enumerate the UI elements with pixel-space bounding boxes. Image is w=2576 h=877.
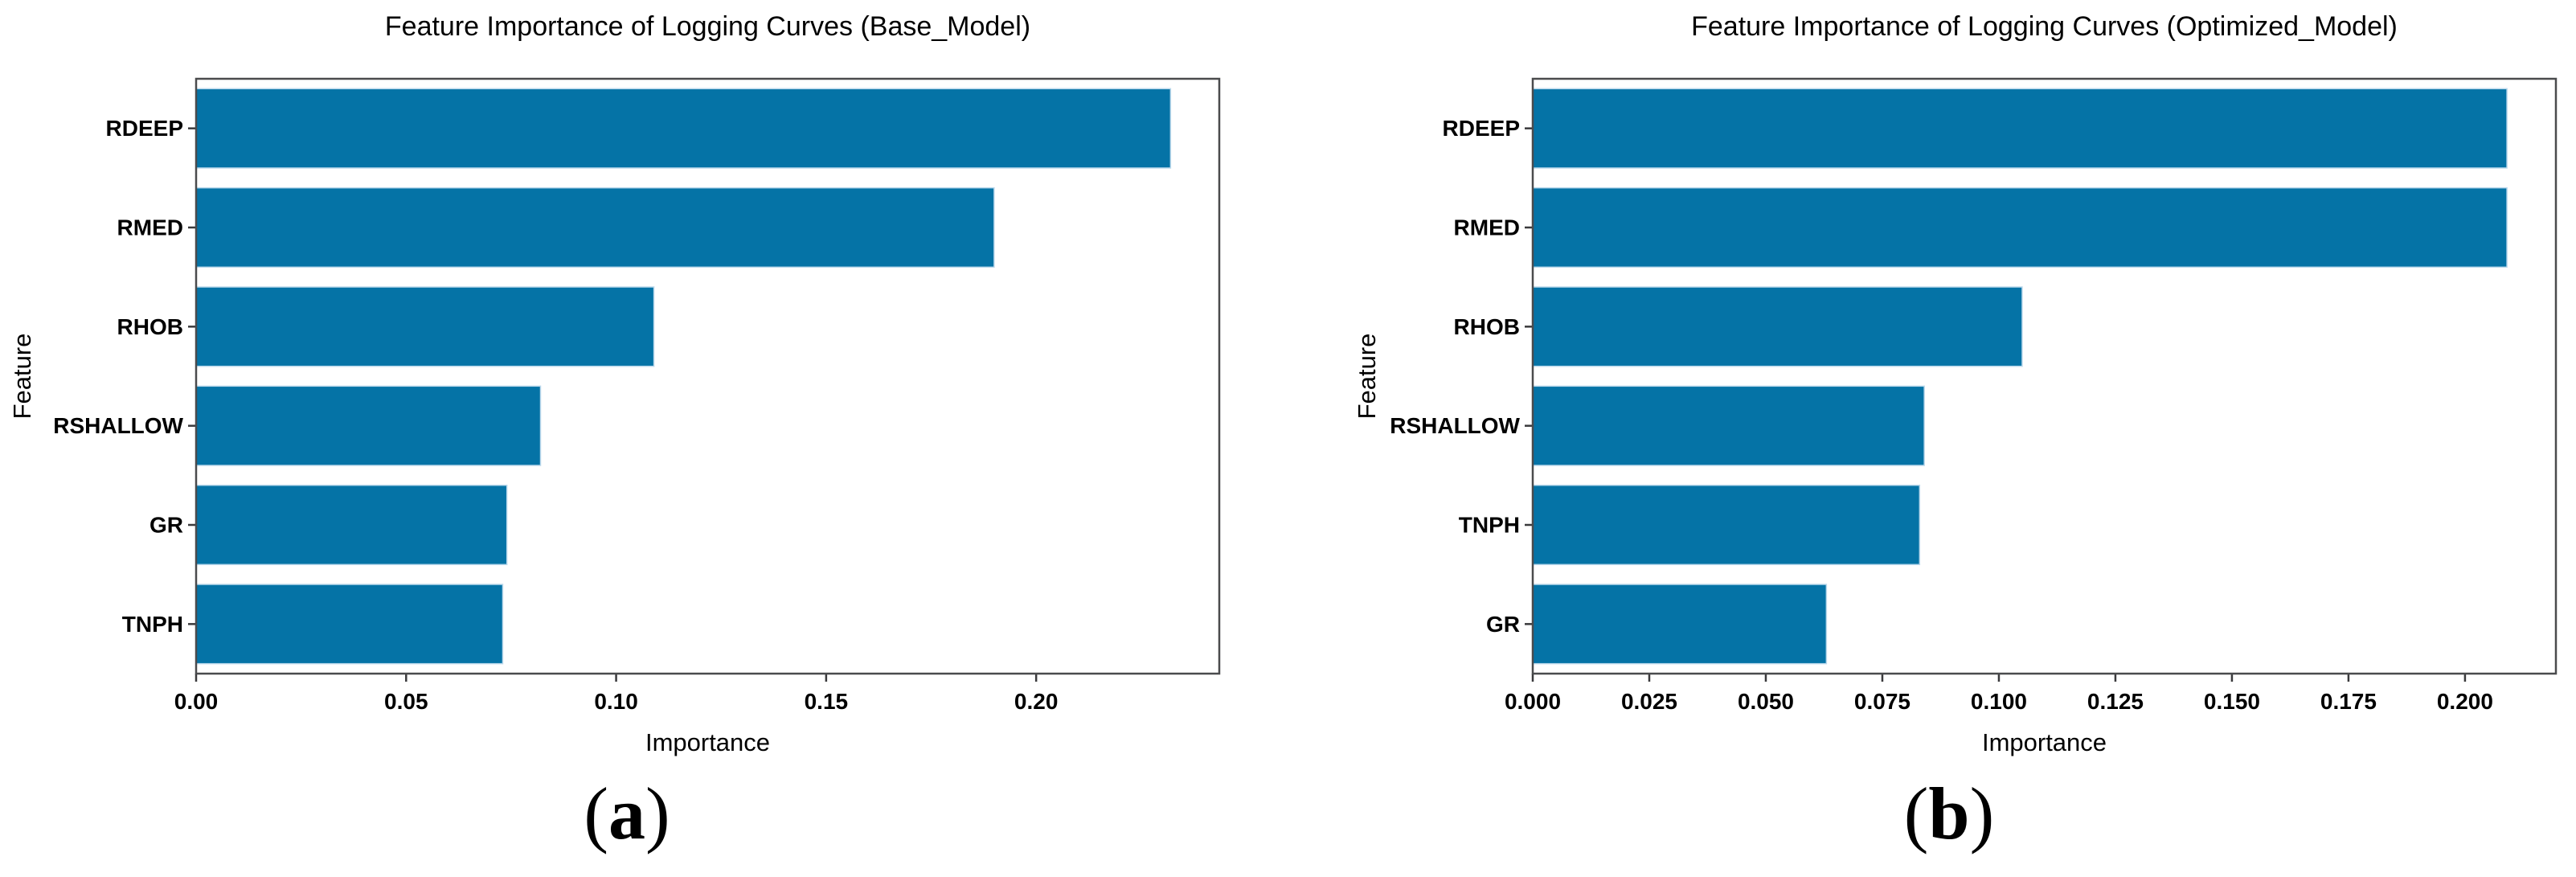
y-tick-label-rshallow: RSHALLOW xyxy=(53,413,183,438)
x-axis-label: Importance xyxy=(645,728,770,756)
y-tick-label-rhob: RHOB xyxy=(117,314,183,339)
bar-tnph xyxy=(195,584,504,665)
bar-gr xyxy=(1532,584,1828,665)
bar-rmed xyxy=(195,186,995,268)
bar-rhob xyxy=(1532,286,2023,367)
caption-a: (a) xyxy=(0,772,1254,854)
x-tick-label: 0.025 xyxy=(1621,689,1677,714)
chart-b-optimized-model: Feature Importance of Logging Curves (Op… xyxy=(1353,11,2558,756)
bar-tnph xyxy=(1532,484,1921,566)
y-tick-label-gr: GR xyxy=(1486,612,1520,637)
y-tick-label-rmed: RMED xyxy=(117,215,183,240)
caption-a-close-paren: ) xyxy=(645,772,670,854)
chart-title: Feature Importance of Logging Curves (Op… xyxy=(1691,11,2398,42)
y-axis-label: Feature xyxy=(8,334,36,420)
y-tick-label-tnph: TNPH xyxy=(1459,513,1520,538)
x-tick-label: 0.175 xyxy=(2320,689,2377,714)
x-tick-label: 0.10 xyxy=(594,689,638,714)
caption-a-letter: a xyxy=(608,772,645,854)
chart-a-base-model: Feature Importance of Logging Curves (Ba… xyxy=(8,11,1221,756)
caption-b-letter: b xyxy=(1928,772,1970,854)
x-tick-label: 0.150 xyxy=(2204,689,2260,714)
x-tick-label: 0.00 xyxy=(174,689,219,714)
bar-rshallow xyxy=(195,385,542,466)
x-tick-label: 0.200 xyxy=(2437,689,2493,714)
y-tick-label-tnph: TNPH xyxy=(122,612,183,637)
x-tick-label: 0.15 xyxy=(805,689,849,714)
bar-gr xyxy=(195,484,508,566)
plot-border xyxy=(195,77,1221,675)
caption-b-open-paren: ( xyxy=(1903,772,1929,854)
y-tick-label-rdeep: RDEEP xyxy=(1443,116,1520,141)
x-tick-label: 0.000 xyxy=(1505,689,1561,714)
y-tick-label-rhob: RHOB xyxy=(1454,314,1520,339)
caption-b: (b) xyxy=(1322,772,2576,854)
x-tick-label: 0.05 xyxy=(384,689,428,714)
bar-rdeep xyxy=(1532,88,2508,169)
x-axis-label: Importance xyxy=(1982,728,2107,756)
x-tick-label: 0.20 xyxy=(1014,689,1059,714)
bar-rdeep xyxy=(195,88,1172,169)
chart-title: Feature Importance of Logging Curves (Ba… xyxy=(385,11,1030,42)
y-tick-label-rshallow: RSHALLOW xyxy=(1390,413,1520,438)
y-tick-label-gr: GR xyxy=(149,513,183,538)
y-tick-label-rmed: RMED xyxy=(1454,215,1520,240)
caption-b-close-paren: ) xyxy=(1969,772,1995,854)
y-tick-label-rdeep: RDEEP xyxy=(106,116,183,141)
bar-rhob xyxy=(195,286,655,367)
x-tick-label: 0.100 xyxy=(1971,689,2027,714)
caption-a-open-paren: ( xyxy=(584,772,608,854)
plot-border xyxy=(1531,77,2558,675)
bar-rshallow xyxy=(1532,385,1925,466)
x-tick-label: 0.125 xyxy=(2087,689,2144,714)
x-tick-label: 0.050 xyxy=(1738,689,1794,714)
x-tick-label: 0.075 xyxy=(1854,689,1910,714)
y-axis-label: Feature xyxy=(1353,334,1381,420)
bar-rmed xyxy=(1532,186,2508,268)
